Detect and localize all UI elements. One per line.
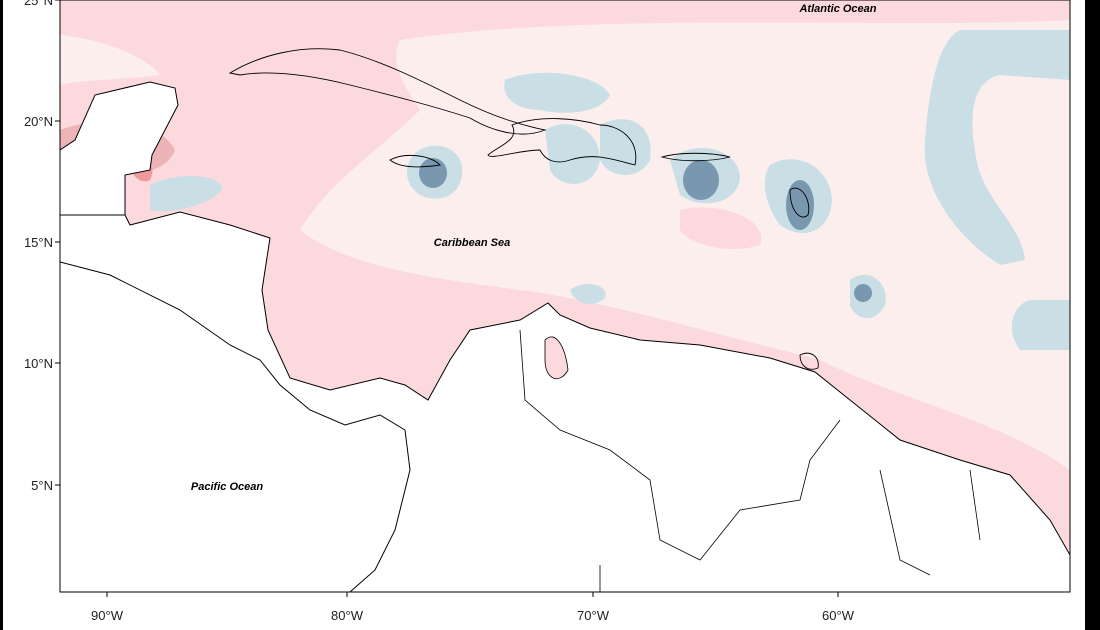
- venezuela-border: [519, 329, 981, 592]
- y-tick-20n: 20°N: [24, 114, 53, 129]
- land-central-south-america: [60, 211, 1070, 592]
- x-tick-60w: 60°W: [822, 608, 855, 623]
- maracaibo-lake: [544, 336, 569, 380]
- field-dark-blue-jamaica: [419, 158, 447, 188]
- hispaniola-outline: [487, 118, 637, 166]
- field-pale-pink: [300, 20, 1070, 470]
- x-tick-70w: 70°W: [577, 608, 610, 623]
- x-tick-80w: 80°W: [331, 608, 364, 623]
- field-light-blue-atlantic-se: [1011, 300, 1070, 350]
- y-tick-5n: 5°N: [31, 478, 53, 493]
- jamaica-outline: [389, 154, 441, 168]
- frame-border-left: [0, 0, 3, 630]
- label-atlantic-ocean: Atlantic Ocean: [798, 3, 876, 15]
- field-pink-sw-ocean: [680, 207, 762, 250]
- y-tick-10n: 10°N: [24, 356, 53, 371]
- island-outlines: [228, 48, 819, 370]
- field-dark-blue-antilles: [786, 180, 814, 230]
- x-tick-90w: 90°W: [91, 608, 124, 623]
- plot-border: [59, 0, 1071, 593]
- field-pale-pink-nw: [60, 35, 160, 85]
- field-light-blue-small: [570, 283, 606, 304]
- puerto-rico-outline: [660, 152, 731, 162]
- label-pacific-ocean: Pacific Ocean: [191, 481, 263, 493]
- field-dark-blue-pr: [683, 160, 719, 200]
- land-yucatan: [60, 81, 179, 216]
- field-dark-blue-barbados: [854, 284, 872, 302]
- frame-border-right: [1085, 0, 1100, 630]
- cuba-outline: [228, 48, 547, 135]
- anomaly-field: [60, 0, 1070, 592]
- trinidad-outline: [799, 352, 819, 370]
- field-light-blue-bahamas: [504, 72, 610, 113]
- field-light-blue-hispaniola: [545, 124, 600, 184]
- guadeloupe-outline: [789, 187, 810, 218]
- field-light-blue-atlantic: [924, 30, 1070, 265]
- x-axis: [106, 592, 839, 597]
- field-light-blue-honduras: [150, 175, 223, 212]
- pacific-coastline: [60, 261, 411, 592]
- label-caribbean-sea: Caribbean Sea: [434, 237, 510, 249]
- field-light-blue-haiti-east: [600, 119, 651, 175]
- y-tick-25n: 25°N: [24, 0, 53, 8]
- y-tick-15n: 15°N: [24, 235, 53, 250]
- y-axis: [55, 0, 60, 486]
